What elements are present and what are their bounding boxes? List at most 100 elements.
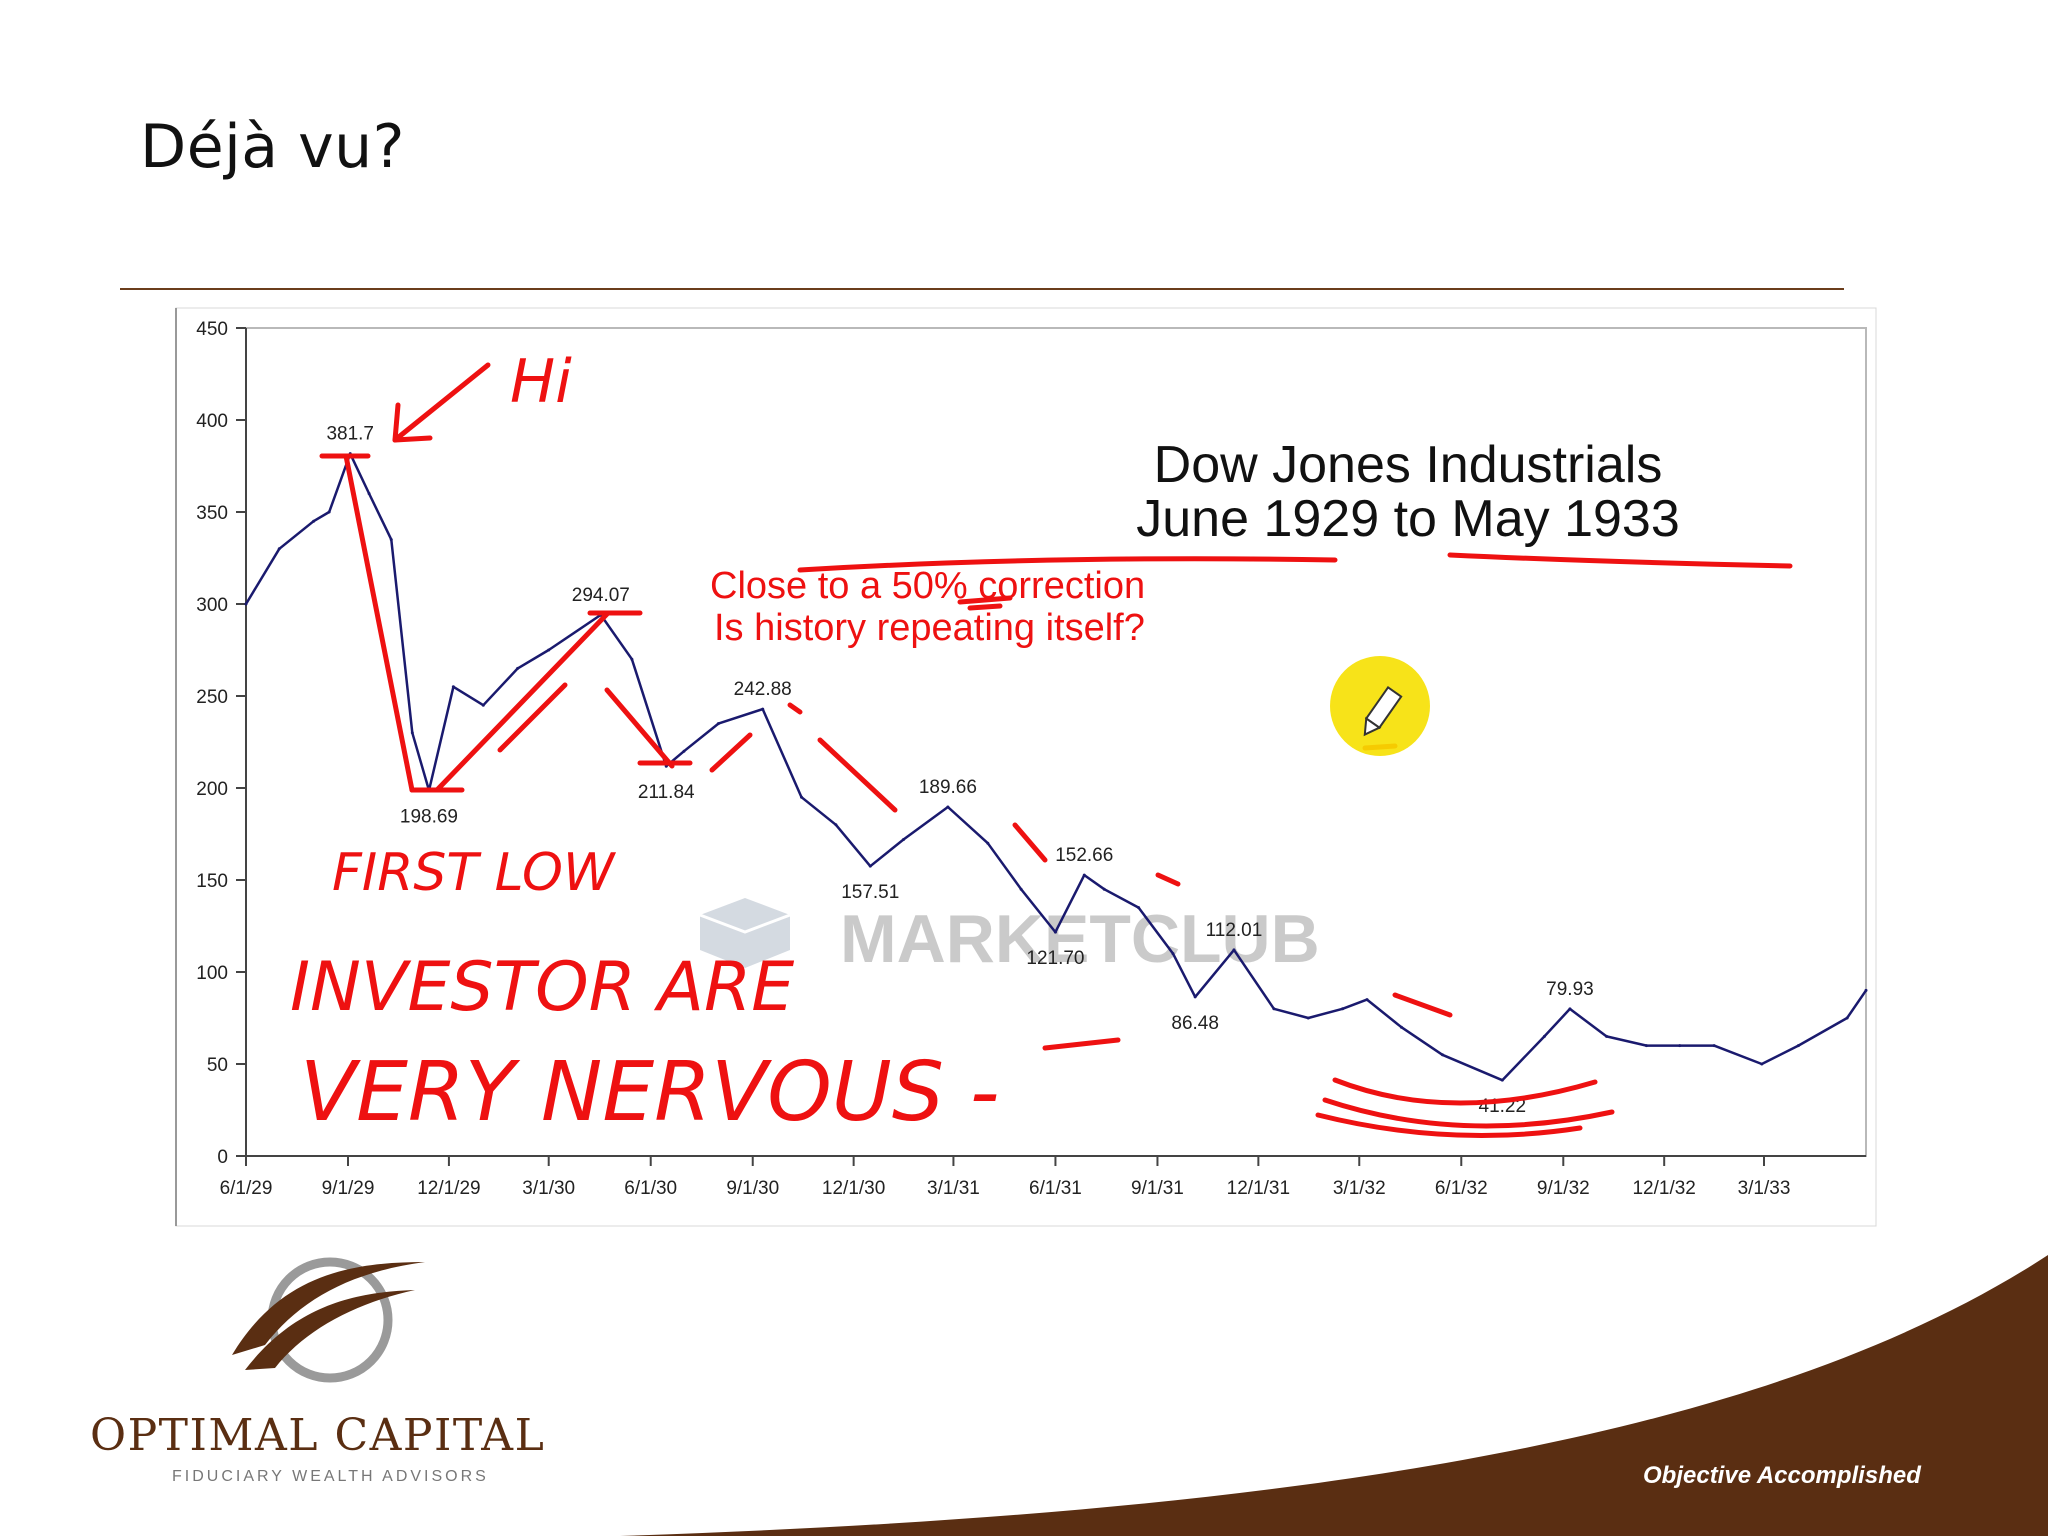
y-tick-label: 350	[196, 503, 228, 524]
data-point	[481, 703, 485, 707]
chart-note-line-1: Close to a 50% correction	[710, 565, 1145, 607]
handwritten-text: Hi FIRST LOW INVESTOR ARE VERY NERVOUS -	[290, 347, 1000, 1140]
data-point	[1102, 887, 1106, 891]
y-tick-label: 100	[196, 963, 228, 984]
data-point	[986, 841, 990, 845]
data-point	[1542, 1034, 1546, 1038]
watermark-text: MARKETCLUB	[840, 901, 1320, 977]
logo-company-name: OPTIMAL CAPITAL	[90, 1410, 546, 1461]
data-label: 79.93	[1546, 979, 1594, 1000]
annotation-first-low: FIRST LOW	[332, 843, 617, 903]
data-label: 381.7	[326, 424, 374, 445]
marketclub-watermark: MARKETCLUB	[699, 898, 1320, 977]
data-point	[1053, 930, 1057, 934]
data-point	[1341, 1007, 1345, 1011]
data-point	[1306, 1016, 1310, 1020]
x-tick-label: 9/1/30	[726, 1178, 779, 1199]
x-tick-label: 3/1/30	[522, 1178, 575, 1199]
data-point	[389, 538, 393, 542]
data-point	[1644, 1044, 1648, 1048]
optimal-capital-logo-mark	[232, 1257, 425, 1383]
y-tick-label: 400	[196, 411, 228, 432]
annotation-investors: INVESTOR ARE	[290, 948, 794, 1027]
data-point	[1440, 1053, 1444, 1057]
data-point	[1796, 1044, 1800, 1048]
page-title: Déjà vu?	[140, 112, 406, 182]
data-point	[1845, 1016, 1849, 1020]
data-label: 121.70	[1026, 948, 1084, 969]
data-label: 294.07	[572, 585, 630, 606]
chart-subtitle: June 1929 to May 1933	[1136, 490, 1680, 548]
data-point	[410, 731, 414, 735]
data-point	[547, 648, 551, 652]
y-tick-label: 450	[196, 319, 228, 340]
chart-title: Dow Jones Industrials	[1154, 436, 1663, 494]
data-point	[516, 666, 520, 670]
data-label: 86.48	[1171, 1013, 1219, 1034]
data-point	[761, 707, 765, 711]
data-point	[1193, 995, 1197, 999]
data-point	[244, 602, 248, 606]
y-tick-label: 0	[217, 1147, 228, 1168]
watermark-cube-icon	[700, 898, 790, 968]
data-point	[1712, 1044, 1716, 1048]
data-point	[902, 838, 906, 842]
x-tick-label: 12/1/29	[417, 1178, 480, 1199]
footer-swoosh	[620, 1255, 2048, 1536]
x-tick-label: 9/1/31	[1131, 1178, 1184, 1199]
data-point	[1365, 998, 1369, 1002]
data-point	[1232, 948, 1236, 952]
y-tick-label: 150	[196, 871, 228, 892]
x-tick-label: 9/1/29	[322, 1178, 375, 1199]
x-tick-label: 12/1/30	[822, 1178, 885, 1199]
data-point	[800, 795, 804, 799]
x-tick-label: 6/1/29	[220, 1178, 273, 1199]
logo-tagline: FIDUCIARY WEALTH ADVISORS	[172, 1468, 489, 1485]
data-point	[1864, 988, 1868, 992]
data-point	[1500, 1078, 1504, 1082]
data-point	[630, 657, 634, 661]
data-point	[1171, 952, 1175, 956]
data-label: 157.51	[841, 882, 899, 903]
annotation-hi: Hi	[510, 347, 572, 417]
data-label: 242.88	[734, 679, 792, 700]
annotation-nervous: VERY NERVOUS -	[300, 1045, 1000, 1140]
data-point	[327, 510, 331, 514]
data-point	[367, 492, 371, 496]
data-point	[682, 749, 686, 753]
data-point	[451, 685, 455, 689]
x-tick-label: 9/1/32	[1537, 1178, 1590, 1199]
data-point	[1678, 1044, 1682, 1048]
data-point	[1760, 1062, 1764, 1066]
handwritten-annotations	[319, 362, 1793, 1139]
x-tick-label: 3/1/32	[1333, 1178, 1386, 1199]
x-tick-label: 3/1/33	[1738, 1178, 1791, 1199]
y-tick-label: 50	[207, 1055, 228, 1076]
y-tick-label: 300	[196, 595, 228, 616]
data-point	[868, 864, 872, 868]
data-point	[277, 547, 281, 551]
x-tick-label: 12/1/31	[1227, 1178, 1290, 1199]
x-tick-label: 6/1/32	[1435, 1178, 1488, 1199]
data-point	[1399, 1025, 1403, 1029]
data-point	[946, 805, 950, 809]
pencil-cursor-icon	[1363, 685, 1403, 737]
data-label: 189.66	[919, 777, 977, 798]
series-line	[244, 452, 1868, 1082]
x-tick-label: 6/1/31	[1029, 1178, 1082, 1199]
y-tick-label: 200	[196, 779, 228, 800]
data-point	[312, 519, 316, 523]
chart-note-line-2: Is history repeating itself?	[714, 607, 1145, 649]
data-point	[716, 722, 720, 726]
title-divider	[120, 288, 1844, 290]
footer-tagline: Objective Accomplished	[1643, 1462, 1921, 1489]
data-point	[1137, 906, 1141, 910]
data-label: 198.69	[400, 806, 458, 827]
data-label: 211.84	[638, 782, 695, 803]
data-point	[1272, 1007, 1276, 1011]
data-point	[1019, 887, 1023, 891]
data-point	[1568, 1007, 1572, 1011]
x-tick-label: 12/1/32	[1632, 1178, 1695, 1199]
